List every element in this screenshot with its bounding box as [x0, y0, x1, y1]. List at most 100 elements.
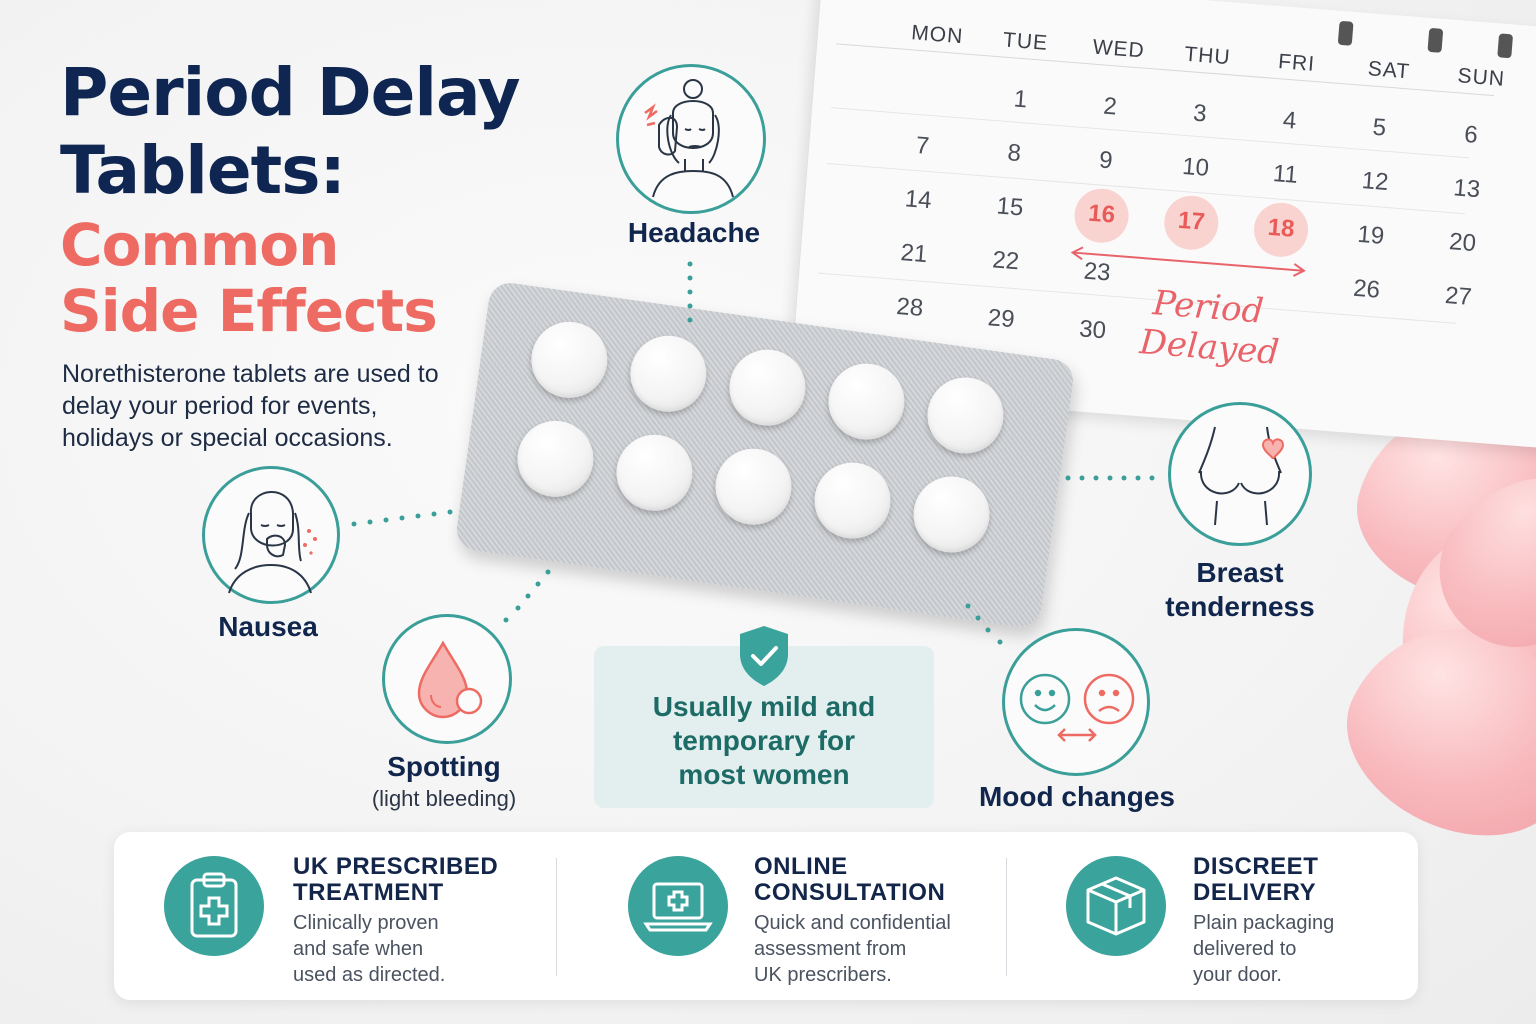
weekday-sun: SUN [1456, 64, 1506, 91]
weekday-fri: FRI [1277, 50, 1316, 76]
feature-desc-line: assessment from [754, 938, 907, 960]
feature-desc-line: used as directed. [293, 964, 446, 986]
spotting-icon-circle [382, 614, 512, 744]
calendar-day: 4 [1281, 106, 1298, 135]
breast-icon-circle [1168, 402, 1312, 546]
headache-label: Headache [627, 217, 761, 248]
spotting-sublabel: (light bleeding) [371, 786, 517, 811]
calendar-ring [1337, 20, 1354, 46]
blood-drop-icon [417, 640, 483, 719]
calendar-day: 11 [1271, 160, 1299, 189]
nausea-icon-circle [202, 466, 340, 604]
calendar-day: 10 [1181, 152, 1211, 182]
calendar-day: 20 [1448, 228, 1477, 258]
breast-label-line1: Breast [1196, 557, 1284, 588]
title-line4: Side Effects [60, 277, 438, 345]
calendar: MON TUE WED THU FRI SAT SUN 1 2 3 4 5 6 … [789, 0, 1536, 460]
calendar-day: 30 [1078, 315, 1107, 345]
weekday-sat: SAT [1367, 57, 1412, 84]
mild-line3: most women [678, 759, 850, 790]
calendar-ring [1427, 27, 1444, 53]
tablet [526, 316, 613, 403]
title-line1: Period Delay [60, 54, 521, 131]
connector-dots [351, 509, 453, 527]
feature-icon-circle [164, 856, 264, 956]
calendar-day: 7 [914, 131, 931, 160]
feature-desc-line: Clinically proven [293, 912, 439, 934]
calendar-day: 1 [1012, 85, 1029, 114]
calendar-day: 8 [1006, 139, 1022, 168]
feature-icon-circle [1066, 856, 1166, 956]
feature-title: ONLINE CONSULTATION [754, 854, 945, 906]
tablet [724, 344, 811, 431]
headache-icon-circle [616, 64, 766, 214]
spotting-label: Spotting [387, 751, 501, 782]
feature-title-line: DISCREET [1193, 853, 1319, 880]
connector-dots [687, 261, 693, 323]
calendar-day: 15 [995, 192, 1025, 222]
headache-icon [644, 79, 734, 198]
calendar-day: 21 [899, 239, 929, 269]
breast-label-line2: tenderness [1165, 591, 1315, 622]
shield-check-icon [740, 626, 788, 686]
intro-text: Norethisterone tablets are used to delay… [62, 360, 439, 452]
calendar-day: 28 [895, 292, 925, 322]
feature-description: Quick and confidential assessment from U… [754, 910, 951, 988]
connector-dots [503, 569, 551, 623]
breast-tenderness-icon [1198, 426, 1285, 526]
feature-desc-line: Quick and confidential [754, 912, 951, 934]
calendar-ring [1497, 33, 1514, 59]
calendar-day: 3 [1192, 99, 1208, 128]
mild-line1: Usually mild and [652, 691, 876, 722]
mood-faces-icon [1019, 673, 1135, 742]
double-arrow-icon [1070, 246, 1306, 277]
mild-notice-text: Usually mild and temporary for most wome… [594, 690, 934, 792]
feature-divider [1006, 858, 1007, 976]
tablet [625, 330, 712, 417]
weekday-mon: MON [910, 21, 965, 49]
feature-desc-line: UK prescribers. [754, 964, 892, 986]
calendar-day: 29 [986, 304, 1016, 334]
tablet [611, 429, 698, 516]
calendar-day: 27 [1443, 281, 1473, 311]
clipboard-cross-icon [190, 872, 238, 938]
package-box-icon [1086, 876, 1146, 936]
mild-line2: temporary for [672, 725, 856, 756]
features-panel [114, 832, 1418, 1000]
connector-dots [1065, 475, 1155, 481]
calendar-day: 23 [1082, 257, 1112, 287]
calendar-day-highlighted: 18 [1266, 213, 1296, 243]
weekday-wed: WED [1091, 35, 1146, 63]
calendar-day-highlighted: 16 [1087, 199, 1117, 229]
feature-title-line: ONLINE [754, 853, 848, 880]
feature-desc-line: your door. [1193, 964, 1282, 986]
feature-desc-line: and safe when [293, 938, 424, 960]
tablet [809, 457, 896, 544]
laptop-cross-icon [643, 882, 713, 932]
calendar-day-highlighted: 17 [1177, 206, 1206, 236]
tablet [823, 358, 910, 445]
calendar-day: 13 [1452, 174, 1482, 204]
weekday-tue: TUE [1002, 28, 1049, 55]
calendar-day: 26 [1352, 274, 1381, 304]
feature-description: Clinically proven and safe when used as … [293, 910, 445, 988]
tablet [908, 471, 995, 558]
connector-dots [965, 603, 1003, 645]
calendar-day: 9 [1098, 146, 1114, 175]
nausea-label: Nausea [218, 611, 318, 642]
tablet [710, 443, 797, 530]
calendar-day: 12 [1360, 167, 1390, 197]
period-delayed-note: Period Delayed [1138, 283, 1284, 373]
feature-title: UK PRESCRIBED TREATMENT [293, 854, 498, 906]
feature-title-line: TREATMENT [293, 879, 444, 906]
calendar-day: 19 [1356, 220, 1386, 250]
tablet [512, 415, 599, 502]
feature-icon-circle [628, 856, 728, 956]
weekday-thu: THU [1183, 42, 1232, 70]
feature-description: Plain packaging delivered to your door. [1193, 910, 1334, 988]
breast-tenderness-label: Breast tenderness [1140, 556, 1340, 624]
title-line2: Tablets: [60, 132, 346, 209]
mood-changes-label: Mood changes [978, 781, 1175, 812]
feature-title: DISCREET DELIVERY [1193, 854, 1318, 906]
title-line3: Common [60, 211, 339, 279]
